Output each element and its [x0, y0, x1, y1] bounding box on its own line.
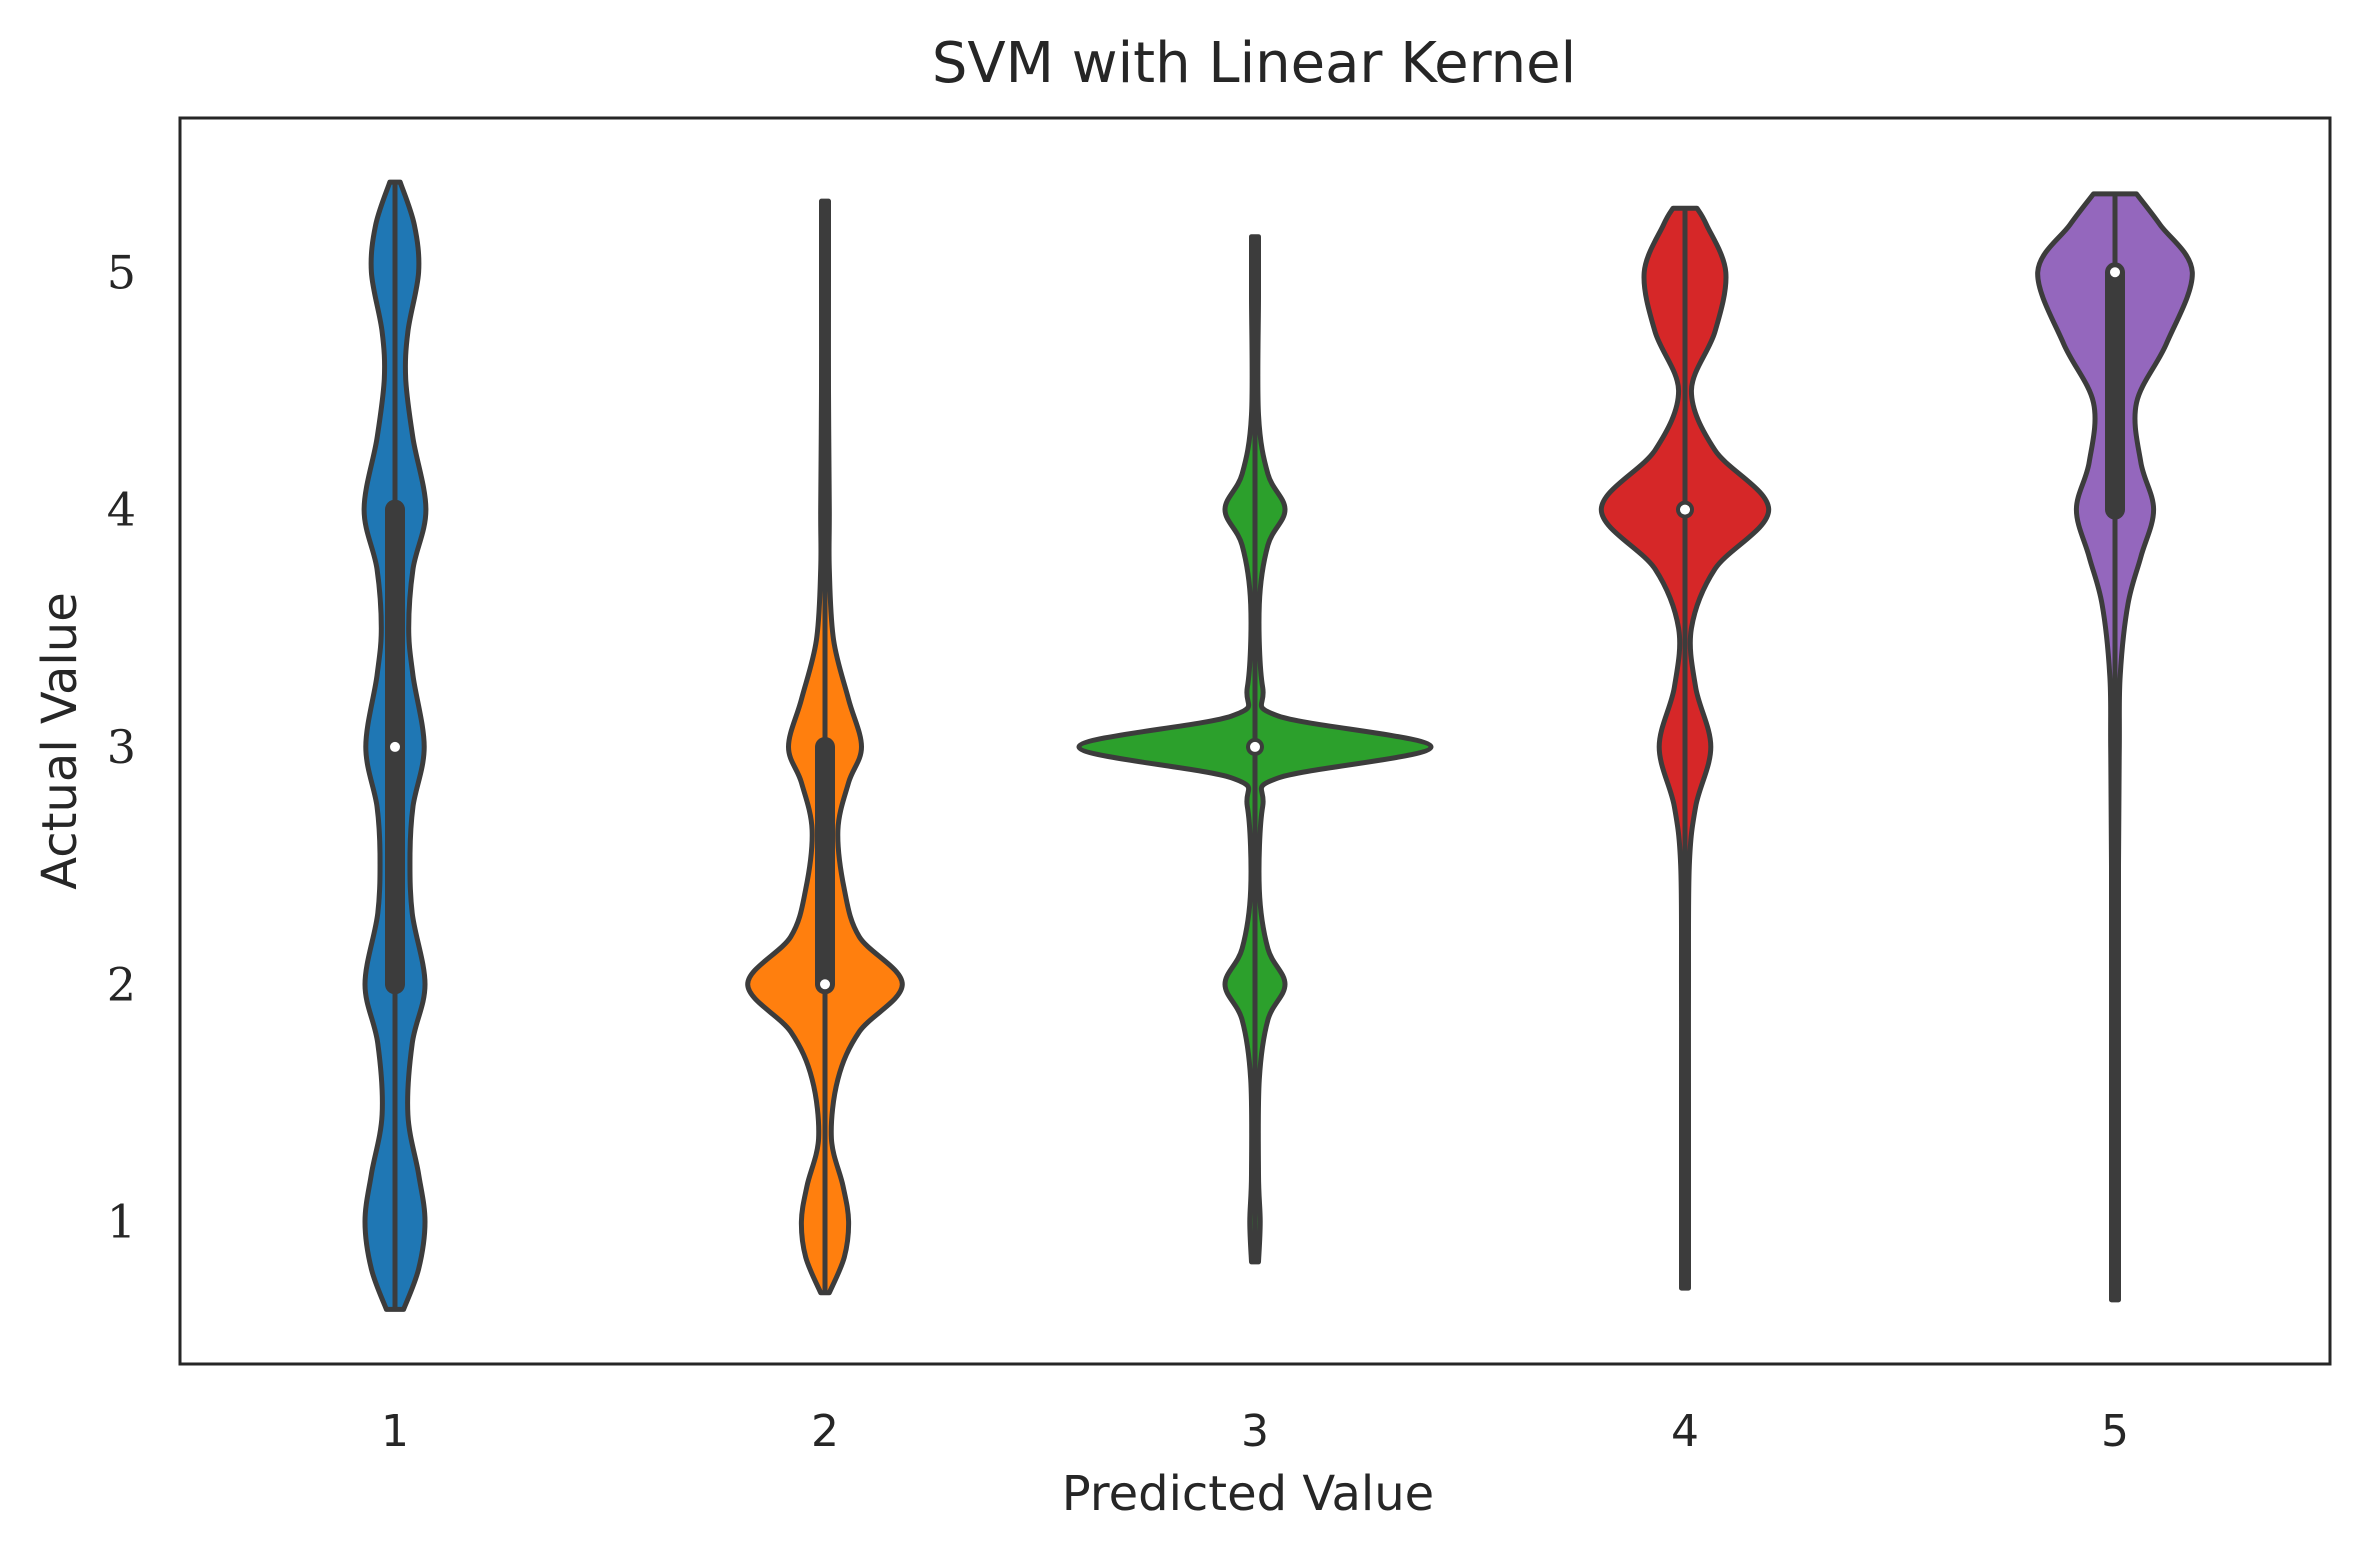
x-tick-label-2: 2 [811, 1406, 839, 1457]
x-tick-labels: 1 2 3 4 5 [381, 1406, 2129, 1457]
violin-median-4 [1680, 504, 1690, 515]
y-tick-label-2: 2 [107, 957, 136, 1011]
violin-group [361, 179, 2195, 1312]
x-tick-label-3: 3 [1241, 1406, 1269, 1457]
violin-median-3 [1250, 741, 1260, 752]
y-tick-labels: 1 2 3 4 5 [107, 245, 136, 1248]
y-tick-label-5: 5 [107, 245, 136, 299]
plot-frame [178, 116, 2332, 1366]
chart-title: SVM with Linear Kernel [932, 31, 1576, 96]
y-tick-label-4: 4 [107, 483, 136, 537]
x-tick-label-5: 5 [2101, 1406, 2129, 1457]
violin-median-2 [820, 979, 830, 990]
x-axis-label: Predicted Value [1062, 1466, 1434, 1522]
violin-median-5 [2110, 267, 2120, 278]
y-axis-label: Actual Value [32, 592, 88, 889]
violin-median-1 [390, 741, 400, 752]
y-tick-label-1: 1 [107, 1195, 136, 1249]
y-tick-label-3: 3 [107, 720, 136, 774]
x-tick-label-4: 4 [1671, 1406, 1699, 1457]
x-tick-label-1: 1 [381, 1406, 409, 1457]
